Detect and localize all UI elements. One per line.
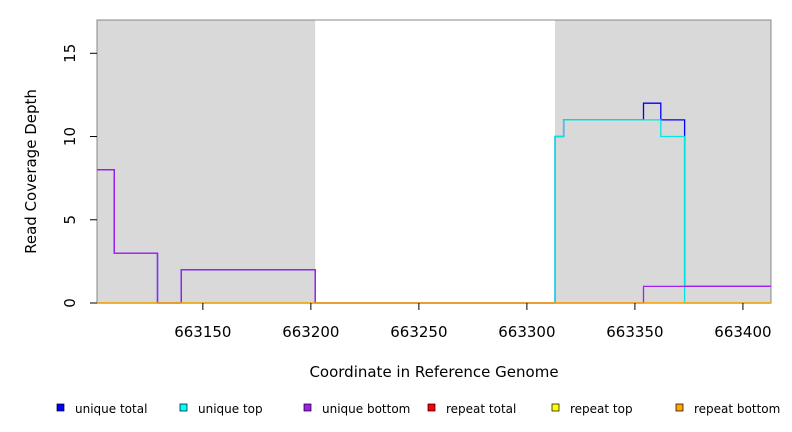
x-tick-label: 663300 bbox=[498, 323, 555, 341]
y-axis-label: Read Coverage Depth bbox=[22, 89, 40, 254]
legend-item-repeat-bottom: repeat bottom bbox=[675, 402, 780, 416]
x-tick-label: 663350 bbox=[606, 323, 663, 341]
series-layer bbox=[97, 102, 771, 304]
y-tick-label: 5 bbox=[61, 215, 79, 225]
legend-label: unique total bbox=[75, 402, 147, 416]
legend-label: repeat total bbox=[446, 402, 516, 416]
shaded-region-0 bbox=[97, 20, 316, 303]
legend-item-repeat-total: repeat total bbox=[427, 402, 516, 416]
x-tick-label: 663400 bbox=[714, 323, 771, 341]
legend-item-unique-top: unique top bbox=[179, 402, 263, 416]
legend-swatch bbox=[551, 403, 560, 412]
legend-item-unique-total: unique total bbox=[56, 402, 147, 416]
y-tick-label: 0 bbox=[61, 298, 79, 308]
x-tick-label: 663200 bbox=[282, 323, 339, 341]
y-axis: 0 5 10 15 bbox=[61, 44, 97, 308]
shaded-regions bbox=[97, 20, 771, 303]
x-tick-label: 663250 bbox=[390, 323, 447, 341]
legend-swatch bbox=[427, 403, 436, 412]
legend-label: repeat top bbox=[570, 402, 633, 416]
series-unique-bottom bbox=[97, 169, 771, 304]
shaded-region-1 bbox=[554, 20, 771, 303]
legend-swatch bbox=[303, 403, 312, 412]
legend-label: repeat bottom bbox=[694, 402, 780, 416]
legend: unique total unique top unique bottom repea… bbox=[56, 402, 780, 416]
legend-swatch bbox=[56, 403, 65, 412]
legend-swatch bbox=[675, 403, 684, 412]
legend-swatch bbox=[179, 403, 188, 412]
legend-item-unique-bottom: unique bottom bbox=[303, 402, 410, 416]
x-axis-label: Coordinate in Reference Genome bbox=[309, 363, 558, 381]
y-tick-label: 15 bbox=[61, 44, 79, 63]
x-tick-label: 663150 bbox=[174, 323, 231, 341]
legend-item-repeat-top: repeat top bbox=[551, 402, 633, 416]
x-axis: 663150 663200 663250 663300 663350 663400 bbox=[174, 303, 772, 341]
legend-label: unique bottom bbox=[322, 402, 410, 416]
y-tick-label: 10 bbox=[61, 127, 79, 146]
series-unique-top bbox=[97, 119, 771, 304]
legend-label: unique top bbox=[198, 402, 263, 416]
